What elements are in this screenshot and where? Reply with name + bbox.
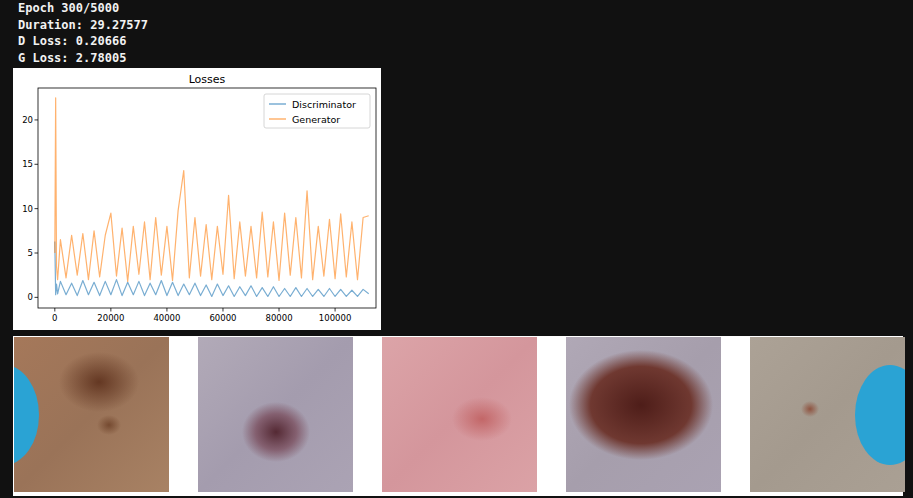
x-tick xyxy=(222,308,223,312)
x-tick xyxy=(279,308,280,312)
y-tick-label: 5 xyxy=(28,248,33,258)
sample-image xyxy=(198,337,353,492)
legend: Discriminator Generator xyxy=(264,94,370,128)
y-tick xyxy=(35,253,39,254)
plot-frame xyxy=(38,88,376,308)
series-line xyxy=(55,241,369,296)
legend-box xyxy=(264,94,370,128)
sample-image xyxy=(14,337,169,492)
header-line: Epoch 300/5000 xyxy=(18,0,119,16)
x-tick-label: 20000 xyxy=(97,313,124,323)
chart-title: Losses xyxy=(189,73,226,86)
header-line: G Loss: 2.78005 xyxy=(18,50,126,66)
y-tick xyxy=(35,164,39,165)
y-tick-label: 15 xyxy=(22,159,33,169)
legend-label: Discriminator xyxy=(292,99,356,110)
y-tick-label: 10 xyxy=(22,204,33,214)
x-tick xyxy=(54,308,55,312)
y-tick-label: 0 xyxy=(28,292,33,302)
legend-swatch xyxy=(269,103,286,105)
blue-disc xyxy=(855,365,905,465)
header-line: D Loss: 0.20666 xyxy=(18,33,126,49)
x-tick-label: 40000 xyxy=(153,313,180,323)
sample-image xyxy=(382,337,537,492)
x-tick xyxy=(166,308,167,312)
x-tick-label: 100000 xyxy=(319,313,351,323)
sample-image xyxy=(566,337,721,492)
x-tick-label: 0 xyxy=(52,313,57,323)
blue-disc xyxy=(14,365,39,465)
sample-image xyxy=(750,337,905,492)
legend-label: Generator xyxy=(292,114,340,125)
legend-swatch xyxy=(269,118,286,120)
chart-panel: Losses 0 20000 40000 60000 80000 100000 0 5 10 15 2… xyxy=(13,68,381,330)
y-tick xyxy=(35,119,39,120)
sample-strip xyxy=(13,336,903,496)
x-tick xyxy=(110,308,111,312)
x-tick-label: 60000 xyxy=(209,313,236,323)
x-tick xyxy=(335,308,336,312)
chart-svg: Losses 0 20000 40000 60000 80000 100000 0 5 10 15 2… xyxy=(13,68,381,330)
y-tick xyxy=(35,208,39,209)
header-line: Duration: 29.27577 xyxy=(18,17,148,33)
y-tick-label: 20 xyxy=(22,115,33,125)
y-tick xyxy=(35,297,39,298)
x-tick-label: 80000 xyxy=(266,313,293,323)
